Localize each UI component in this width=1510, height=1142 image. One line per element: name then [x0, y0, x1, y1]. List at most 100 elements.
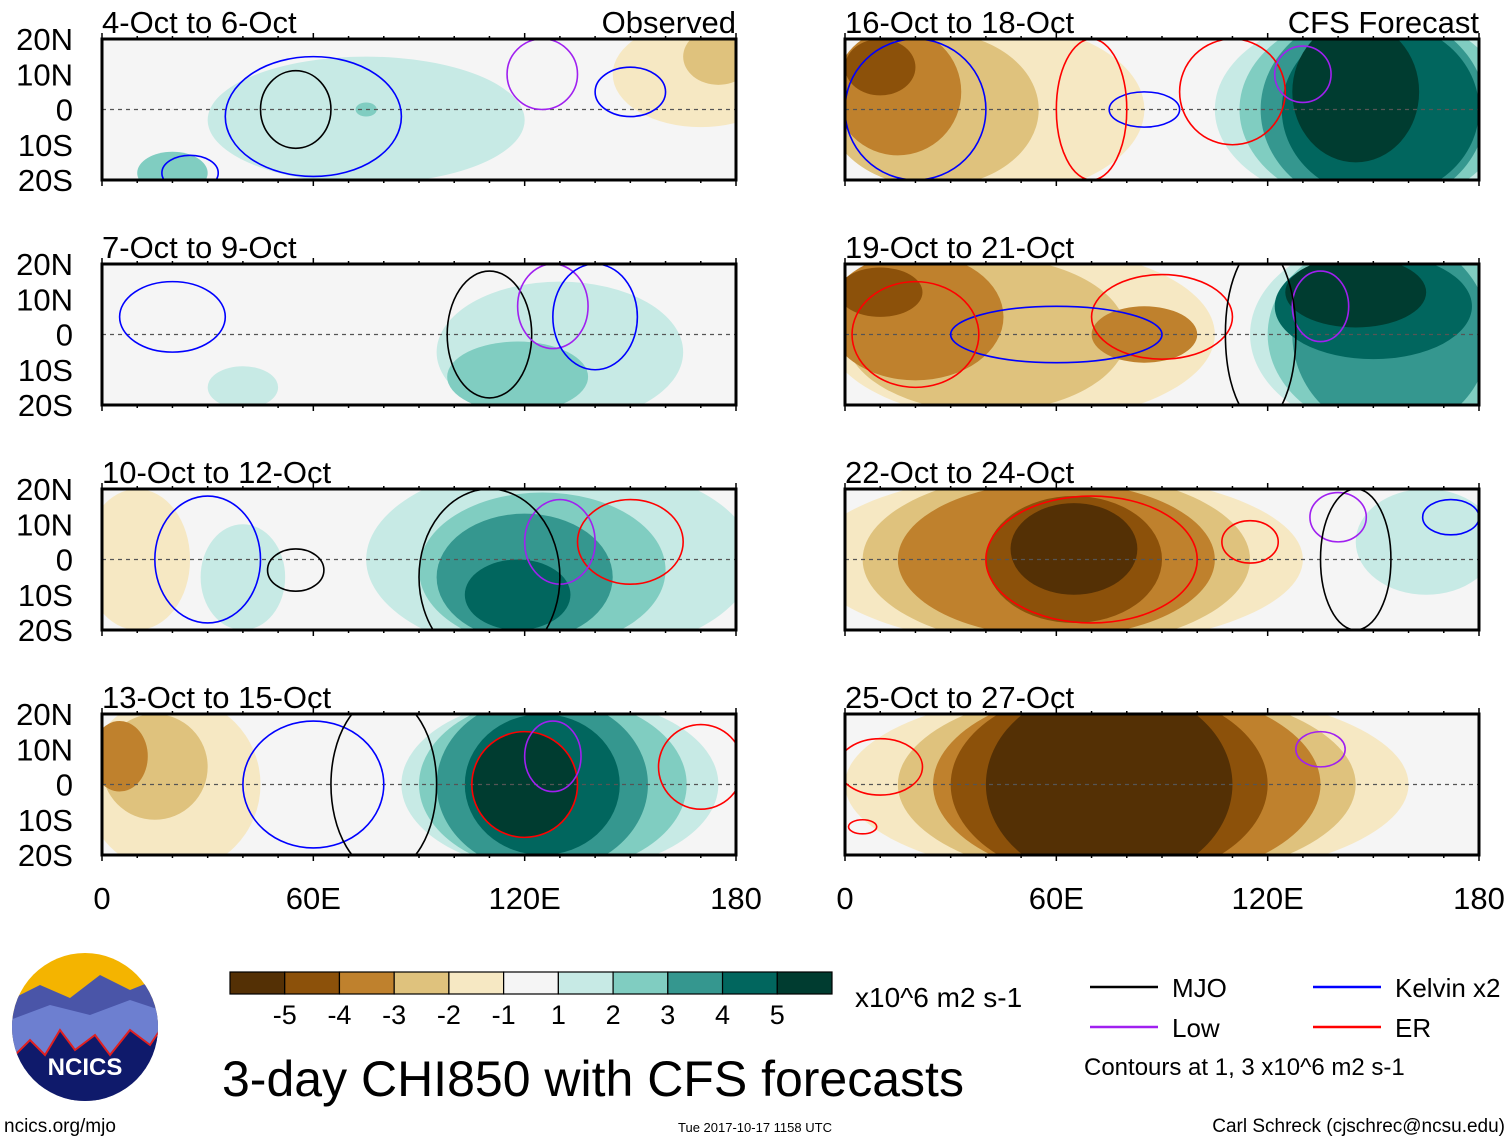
contour-low [1273, 45, 1332, 104]
map-panel: 10-Oct to 12-Oct [100, 455, 738, 636]
anomaly-region [845, 39, 916, 96]
x-tick-label: 120E [1231, 881, 1303, 916]
y-tick-label: 0 [56, 543, 73, 578]
contour-kelvin [242, 720, 385, 849]
anomaly-region [102, 489, 191, 630]
anomaly-region [845, 267, 923, 317]
colorbar-swatch [721, 971, 778, 995]
map-panel: 4-Oct to 6-Oct Observed [100, 5, 738, 186]
anomaly-region [683, 39, 736, 85]
colorbar-units: x10^6 m2 s-1 [855, 982, 1022, 1013]
colorbar-tick-label: 3 [660, 1000, 675, 1030]
panel-title: 10-Oct to 12-Oct [102, 455, 332, 490]
contour-mjo [330, 714, 438, 855]
contour-mjo [266, 548, 325, 593]
contour-er [657, 723, 736, 810]
anomaly-region [207, 366, 279, 405]
colorbar-swatch [284, 971, 341, 995]
axis-labels: 20N10N010S20S20N10N010S20S20N10N010S20S2… [16, 22, 1505, 916]
legend: MJO Kelvin x2 Low ER [1090, 973, 1501, 1043]
colorbar-swatch [393, 971, 450, 995]
contour-kelvin [161, 154, 220, 180]
colorbar-swatch [612, 971, 669, 995]
colorbar-tick-label: 2 [606, 1000, 621, 1030]
panel-title: 4-Oct to 6-Oct [102, 5, 297, 40]
y-tick-label: 20N [16, 22, 73, 57]
anomaly-region [447, 341, 589, 405]
legend-label: MJO [1172, 973, 1227, 1003]
map-panel: 16-Oct to 18-Oct CFS Forecast [843, 5, 1481, 186]
map-panel: 19-Oct to 21-Oct [843, 230, 1481, 411]
y-tick-label: 10S [18, 128, 73, 163]
contour-er [1221, 519, 1280, 564]
contour-er [471, 730, 579, 839]
contour-kelvin [845, 39, 987, 180]
y-tick-label: 0 [56, 318, 73, 353]
colorbar-tick-label: 5 [770, 1000, 785, 1030]
contour-kelvin [552, 264, 639, 371]
y-tick-label: 10S [18, 803, 73, 838]
colorbar: -5 -4 -3 -2 -1 1 2 3 4 5 [229, 971, 833, 1030]
colorbar-swatch [667, 971, 724, 995]
panel-title: 25-Oct to 27-Oct [845, 680, 1075, 715]
map-panel: 22-Oct to 24-Oct [843, 455, 1481, 636]
colorbar-swatch [776, 971, 833, 995]
anomaly-region [137, 151, 208, 180]
contour-kelvin [1421, 498, 1479, 536]
footer-timestamp: Tue 2017-10-17 1158 UTC [678, 1120, 832, 1135]
y-tick-label: 20N [16, 247, 73, 282]
x-tick-label: 120E [488, 881, 560, 916]
panel-title: 7-Oct to 9-Oct [102, 230, 297, 265]
anomaly-region [845, 264, 1004, 381]
y-tick-label: 10N [16, 57, 73, 92]
contour-low [1309, 491, 1368, 543]
footer-author: Carl Schreck (cjschrec@ncsu.edu) [1212, 1116, 1505, 1137]
anomaly-region [207, 56, 525, 180]
legend-label: Low [1172, 1013, 1220, 1043]
contour-er [845, 737, 924, 796]
colorbar-tick-label: -2 [437, 1000, 461, 1030]
map-panel: 25-Oct to 27-Oct [843, 680, 1481, 861]
contour-low [506, 39, 579, 111]
contour-mjo [446, 270, 533, 399]
footer-url[interactable]: ncics.org/mjo [4, 1116, 116, 1137]
map-panel: 7-Oct to 9-Oct [100, 230, 738, 411]
y-tick-label: 10S [18, 353, 73, 388]
contour-low [1291, 270, 1350, 343]
contour-low [516, 264, 589, 350]
x-tick-label: 0 [93, 881, 110, 916]
y-tick-label: 10N [16, 507, 73, 542]
legend-note: Contours at 1, 3 x10^6 m2 s-1 [1084, 1054, 1405, 1081]
anomaly-region [471, 731, 578, 838]
anomaly-region [1285, 264, 1427, 328]
colorbar-swatch [557, 971, 614, 995]
contour-low [523, 720, 582, 793]
x-tick-label: 60E [1029, 881, 1084, 916]
legend-label: Kelvin x2 [1395, 973, 1501, 1003]
panel-title: 19-Oct to 21-Oct [845, 230, 1075, 265]
contour-kelvin [594, 66, 667, 118]
colorbar-swatch [503, 971, 559, 995]
colorbar-tick-label: -3 [382, 1000, 406, 1030]
contour-kelvin [154, 495, 262, 624]
y-tick-label: 10N [16, 732, 73, 767]
contour-er [847, 818, 878, 835]
logo-text: NCICS [48, 1054, 123, 1081]
map-panels: 4-Oct to 6-Oct Observed 7-Oct to 9-Oct 10-O… [100, 5, 1481, 861]
contour-er [851, 280, 980, 389]
colorbar-tick-label: 4 [715, 1000, 730, 1030]
y-tick-label: 20N [16, 472, 73, 507]
ncics-logo: NCICS [12, 953, 158, 1101]
chart-title: 3-day CHI850 with CFS forecasts [222, 1051, 964, 1107]
contour-er [985, 495, 1199, 624]
contour-mjo [418, 489, 561, 630]
anomaly-region [464, 559, 571, 630]
colorbar-tick-label: -1 [492, 1000, 516, 1030]
contour-kelvin [224, 55, 403, 178]
anomaly-region [200, 524, 286, 630]
y-tick-label: 0 [56, 768, 73, 803]
colorbar-swatch [448, 971, 505, 995]
colorbar-tick-label: 1 [551, 1000, 566, 1030]
contour-low [1295, 730, 1346, 768]
panel-title: 22-Oct to 24-Oct [845, 455, 1075, 490]
